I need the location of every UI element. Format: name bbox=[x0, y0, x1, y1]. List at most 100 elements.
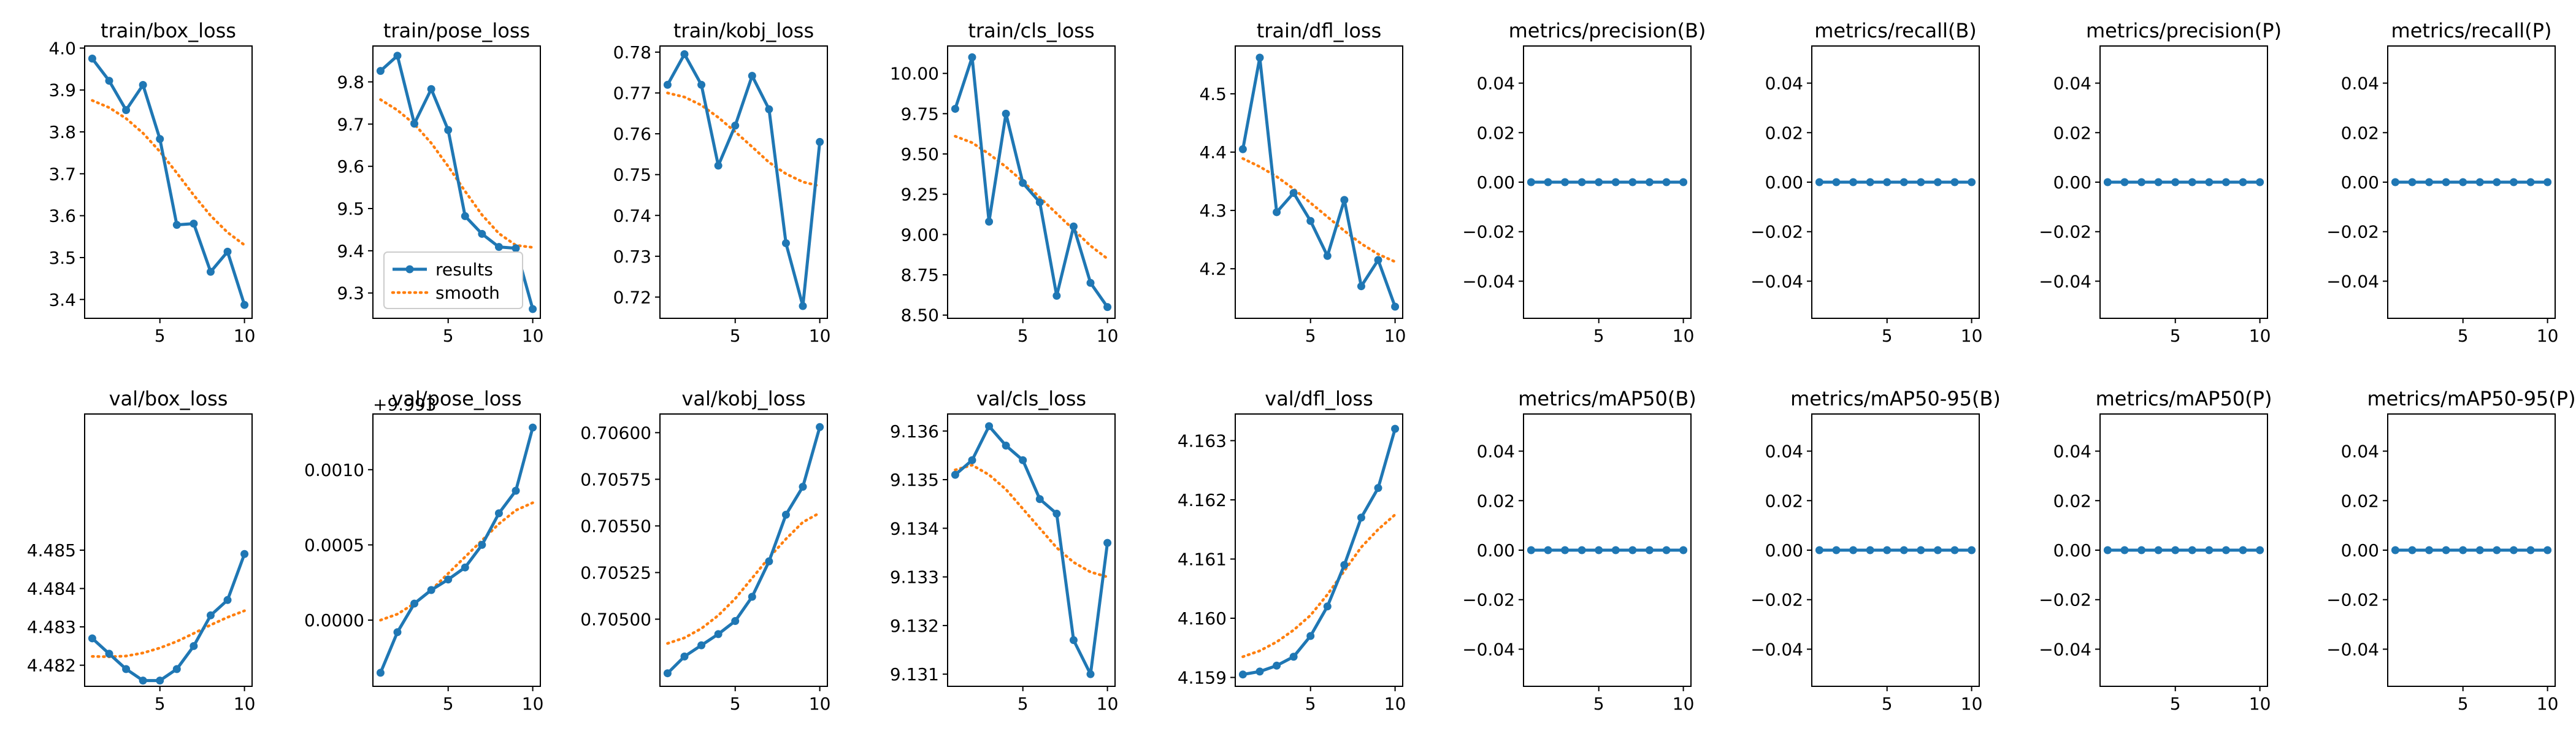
results-point bbox=[2188, 178, 2196, 186]
x-tick-label: 10 bbox=[234, 326, 256, 346]
y-tick-label: 0.00 bbox=[1477, 540, 1515, 561]
y-tick-label: 0.02 bbox=[1765, 491, 1803, 511]
y-tick-label: 4.0 bbox=[48, 38, 76, 58]
x-tick-label: 10 bbox=[1384, 694, 1406, 714]
panel-title: train/kobj_loss bbox=[673, 19, 814, 42]
results-point bbox=[663, 669, 672, 678]
panel-metrics-precision-p: metrics/precision(P) −0.04 −0.02 0.00 0.02 0.… bbox=[2039, 19, 2282, 346]
y-tick-label: 9.135 bbox=[890, 470, 939, 490]
y-tick-label: 4.485 bbox=[27, 540, 76, 561]
y-tick-label: −0.04 bbox=[2039, 271, 2091, 291]
results-point bbox=[1052, 510, 1061, 518]
results-point bbox=[765, 105, 773, 113]
x-tick-label: 10 bbox=[2249, 694, 2271, 714]
results-point bbox=[2526, 546, 2535, 554]
y-tick-label: 0.00 bbox=[2053, 540, 2091, 561]
x-tick-label: 5 bbox=[2458, 326, 2469, 346]
y-tick-label: −0.02 bbox=[2326, 222, 2379, 242]
y-tick-label: 4.2 bbox=[1199, 259, 1227, 279]
smooth-line bbox=[666, 511, 821, 645]
y-tick-label: 3.6 bbox=[48, 206, 76, 226]
results-point bbox=[1527, 178, 1535, 186]
results-point bbox=[714, 630, 723, 638]
x-tick-label: 10 bbox=[1097, 326, 1119, 346]
y-tick-label: −0.02 bbox=[2326, 590, 2379, 610]
panel-metrics-map50-p: metrics/mAP50(P) −0.04 −0.02 0.00 0.02 0.04 5 1… bbox=[2039, 387, 2272, 714]
results-point bbox=[1832, 546, 1841, 554]
results-point bbox=[1306, 632, 1315, 640]
results-point bbox=[1968, 178, 1976, 186]
results-point bbox=[1238, 145, 1247, 153]
y-tick-label: 9.5 bbox=[337, 199, 364, 219]
results-point bbox=[1374, 484, 1382, 493]
results-point bbox=[172, 221, 181, 229]
results-point bbox=[2256, 546, 2264, 554]
y-tick-label: −0.04 bbox=[1462, 639, 1515, 659]
y-tick-label: 3.4 bbox=[48, 289, 76, 310]
panel-title: val/cls_loss bbox=[976, 387, 1086, 410]
results-point bbox=[2205, 178, 2214, 186]
results-point bbox=[2205, 546, 2214, 554]
axes-frame bbox=[372, 413, 541, 687]
y-tick-label: 9.00 bbox=[901, 224, 939, 245]
results-point bbox=[1019, 178, 1027, 187]
results-point bbox=[2509, 178, 2518, 186]
results-point bbox=[156, 677, 164, 685]
panel-title: train/cls_loss bbox=[968, 19, 1094, 42]
results-point bbox=[2137, 546, 2146, 554]
results-point bbox=[2425, 178, 2434, 186]
y-tick-label: 4.163 bbox=[1178, 431, 1227, 451]
y-tick-label: 9.75 bbox=[901, 104, 939, 124]
results-point bbox=[122, 106, 131, 115]
x-tick-label: 5 bbox=[1882, 326, 1893, 346]
results-point bbox=[2239, 546, 2247, 554]
y-tick-label: 9.131 bbox=[890, 664, 939, 684]
results-point bbox=[1035, 198, 1044, 207]
results-point bbox=[2408, 546, 2417, 554]
legend-results-marker bbox=[405, 265, 414, 274]
y-tick-label: 4.4 bbox=[1199, 142, 1227, 163]
y-tick-label: 9.136 bbox=[890, 421, 939, 442]
results-point bbox=[206, 267, 215, 276]
y-tick-label: −0.04 bbox=[2326, 271, 2379, 291]
y-tick-label: 9.50 bbox=[901, 144, 939, 164]
results-point bbox=[1340, 561, 1349, 569]
x-tick-label: 10 bbox=[2249, 326, 2271, 346]
results-line bbox=[666, 426, 821, 675]
results-point bbox=[2239, 178, 2247, 186]
results-point bbox=[663, 80, 672, 89]
results-line bbox=[91, 553, 246, 683]
y-tick-label: 4.161 bbox=[1178, 549, 1227, 569]
panel-title: metrics/recall(P) bbox=[2391, 19, 2552, 42]
y-tick-label: 0.0005 bbox=[304, 535, 364, 555]
panel-val-kobj-loss: val/kobj_loss 0.70500 0.70525 0.70550 0.7057… bbox=[580, 387, 830, 714]
y-tick-label: 9.133 bbox=[890, 567, 939, 588]
results-point bbox=[1815, 546, 1823, 554]
results-point bbox=[1561, 178, 1570, 186]
x-tick-label: 5 bbox=[443, 326, 454, 346]
panel-title: train/box_loss bbox=[101, 19, 236, 42]
y-tick-label: 10.00 bbox=[890, 64, 939, 84]
results-point bbox=[2509, 546, 2518, 554]
x-tick-label: 10 bbox=[1097, 694, 1119, 714]
results-point bbox=[240, 550, 249, 558]
results-point bbox=[1357, 513, 1365, 522]
results-point bbox=[1544, 546, 1552, 554]
results-point bbox=[393, 52, 402, 60]
y-tick-label: 0.00 bbox=[2341, 172, 2379, 193]
y-tick-label: 3.9 bbox=[48, 80, 76, 101]
results-point bbox=[410, 599, 419, 608]
results-point bbox=[444, 575, 453, 584]
results-line bbox=[666, 52, 822, 308]
axes-frame bbox=[659, 45, 828, 319]
panel-train-kobj-loss: train/kobj_loss 0.72 0.73 0.74 0.75 0.76 0.77 0… bbox=[613, 19, 831, 346]
smooth-line bbox=[1241, 513, 1397, 658]
y-tick-label: 0.02 bbox=[2341, 491, 2379, 511]
results-point bbox=[951, 104, 959, 113]
x-tick-label: 10 bbox=[2537, 694, 2559, 714]
results-point bbox=[2526, 178, 2535, 186]
y-tick-label: 9.132 bbox=[890, 616, 939, 636]
results-point bbox=[1849, 178, 1858, 186]
results-point bbox=[1561, 546, 1570, 554]
